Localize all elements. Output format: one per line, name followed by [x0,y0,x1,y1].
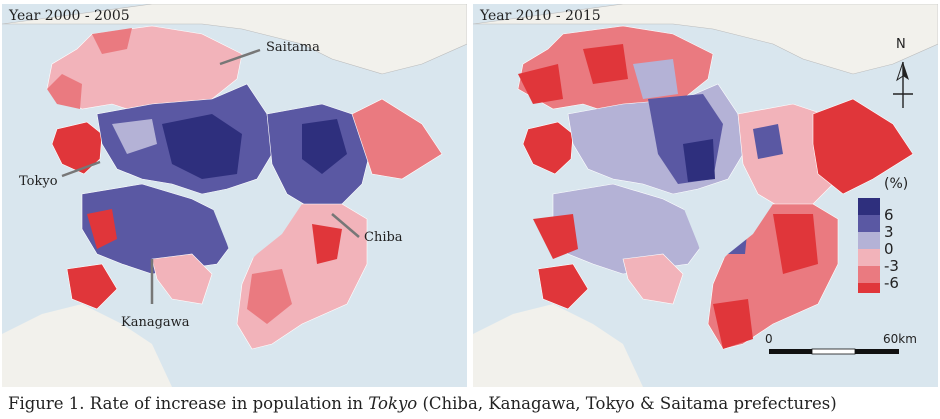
caption-suffix: (Chiba, Kanagawa, Tokyo & Saitama prefec… [417,394,837,413]
choropleth-map-2010-2015 [473,4,938,387]
scale-start-label: 0 [765,332,773,346]
caption-italic: Tokyo [368,394,418,413]
legend: (%) 6 3 0 -3 -6 [856,176,936,296]
north-arrow-icon [893,61,913,108]
map-panel-2000-2005: Year 2000 - 2005 Saitama Tokyo Chiba Kan… [2,4,467,387]
callout-tokyo: Tokyo [19,174,58,189]
legend-tick: -3 [884,257,899,275]
legend-swatch-6 [858,283,880,293]
north-label: N [896,37,906,52]
legend-swatch-4 [858,249,880,266]
panel-title-2010-2015: Year 2010 - 2015 [480,8,601,24]
legend-swatch-2 [858,215,880,232]
scale-bar [769,348,899,355]
legend-tick: -6 [884,274,899,292]
map-panel-2010-2015: Year 2010 - 2015 N (%) 6 3 0 -3 -6 0 60k… [473,4,938,387]
legend-swatch-1 [858,198,880,215]
callout-chiba: Chiba [364,230,403,245]
legend-swatch-5 [858,266,880,283]
callout-saitama: Saitama [266,40,320,55]
caption-prefix: Figure 1. Rate of increase in population… [8,394,369,413]
figure-caption: Figure 1. Rate of increase in population… [8,394,837,413]
scale-end-label: 60km [883,332,917,346]
legend-swatch-3 [858,232,880,249]
callout-kanagawa: Kanagawa [121,315,190,330]
legend-unit: (%) [884,176,909,192]
legend-tick: 3 [884,223,894,241]
legend-tick: 6 [884,206,894,224]
choropleth-map-2000-2005 [2,4,467,387]
legend-tick: 0 [884,240,894,258]
panel-title-2000-2005: Year 2000 - 2005 [9,8,130,24]
